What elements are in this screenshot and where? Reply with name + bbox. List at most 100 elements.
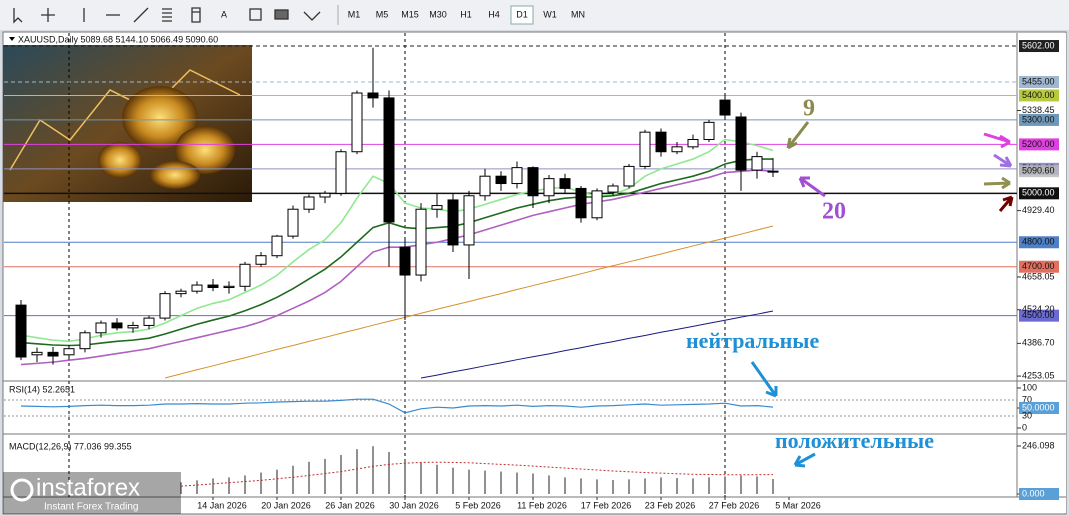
rsi-line [20,398,774,414]
macd-bar [500,471,502,494]
timeframe-button[interactable]: D1 [516,9,528,19]
candle-body [543,178,555,197]
y-tick-label: 4929.40 [1022,205,1055,215]
y-tick-label: 4524.20 [1022,304,1055,314]
candle-body [31,351,43,356]
x-tick-label: 30 Jan 2026 [389,500,439,510]
arrow [998,195,1014,212]
timeframe-button[interactable]: M1 [348,9,361,19]
level-label-bg [1019,75,1059,88]
level-label: 4500.00 [1022,310,1055,320]
candle-body [223,285,235,289]
timeframe-button[interactable]: M30 [429,9,447,19]
toolbar-icons [13,7,321,24]
symbol-header: XAUUSD,Daily 5089.68 5144.10 5066.49 509… [18,34,218,44]
fibo-icon[interactable] [162,8,172,22]
y-tick-label: 4658.05 [1022,271,1055,281]
arrow [798,176,826,198]
candle-body [79,332,91,350]
x-tick-label: 14 Jan 2026 [197,500,247,510]
x-tick-label: 27 Feb 2026 [709,500,760,510]
candle-body [319,192,331,198]
arrow-icon[interactable] [303,11,321,21]
macd-bar [724,476,726,494]
toolbar [0,0,1069,30]
candle-body [415,208,427,276]
level-label-bg [1019,402,1059,414]
macd-bar [420,462,422,494]
macd-bar [756,476,758,494]
macd-bar [196,480,198,494]
candle-body [287,208,299,237]
candle-body [655,131,667,153]
candle-body [335,151,347,194]
arrow [983,132,1011,149]
timeframe-button[interactable]: M15 [401,9,419,19]
timeframe-button[interactable]: H4 [488,9,500,19]
macd-bar [644,478,646,494]
text-label-icon[interactable] [249,8,262,21]
arrow [983,176,1011,190]
y-tick-label: 30 [1022,410,1032,420]
text-tool-icon[interactable]: A [221,9,227,19]
level-label: 4700.00 [1022,261,1055,271]
macd-bar [548,475,550,494]
timeframe-button[interactable]: W1 [543,9,557,19]
candle-body [687,138,699,148]
x-tick-label: 26 Jan 2026 [325,500,375,510]
channel-icon[interactable] [191,7,201,23]
timeframe-button[interactable]: MN [571,9,585,19]
candle-body [463,195,475,246]
candle-body [399,246,411,276]
macd-bar [564,477,566,494]
candle-body [303,196,315,210]
x-tick-label: 20 Jan 2026 [261,500,311,510]
macd-bar [212,478,214,494]
arrow [993,153,1013,168]
macd-bar [708,477,710,494]
macd-bar [388,452,390,494]
shape-icon[interactable] [274,9,289,20]
macd-bar [484,470,486,494]
macd-bar [580,478,582,494]
price-axis-bg [1017,33,1066,513]
macd-bar [676,478,678,494]
level-label: 5602.00 [1022,40,1055,50]
candle-body [159,293,171,319]
rsi-title: RSI(14) 52.2651 [9,384,75,394]
plot: 5602.005455.005400.005300.005200.005100.… [4,40,1059,510]
macd-bar [596,479,598,494]
macd-bar [276,469,278,494]
candle-body [431,205,443,210]
level-label: 5300.00 [1022,114,1055,124]
macd-bar [372,446,374,494]
candle-body [15,304,27,358]
annotation: 9 [803,96,815,122]
candle-body [511,167,523,185]
candle-body [703,121,715,140]
x-tick-label: 11 Feb 2026 [517,500,567,510]
candle-body [479,175,491,197]
y-tick-label: 0 [1022,422,1027,432]
annotation: нейтральные [686,328,819,353]
macd-bar [452,467,454,494]
timeframe-button[interactable]: H1 [460,9,472,19]
level-label: 5000.00 [1022,188,1055,198]
crosshair-icon[interactable] [41,8,55,22]
macd-bar [404,459,406,494]
macd-bar [628,479,630,494]
cursor-icon[interactable] [13,8,23,24]
level-label: 5400.00 [1022,90,1055,100]
candle-body [767,170,779,173]
signal-line [180,461,774,487]
macd-bar [516,472,518,494]
macd-bar [228,477,230,494]
macd-bar [292,465,294,494]
timeframe-button[interactable]: M5 [376,9,389,19]
candle-body [47,351,59,357]
trend-icon[interactable] [133,7,149,23]
level-label-bg [1019,113,1059,126]
x-tick-label: 17 Feb 2026 [581,500,632,510]
macd-bar [308,461,310,494]
y-tick-label: 100 [1022,382,1037,392]
